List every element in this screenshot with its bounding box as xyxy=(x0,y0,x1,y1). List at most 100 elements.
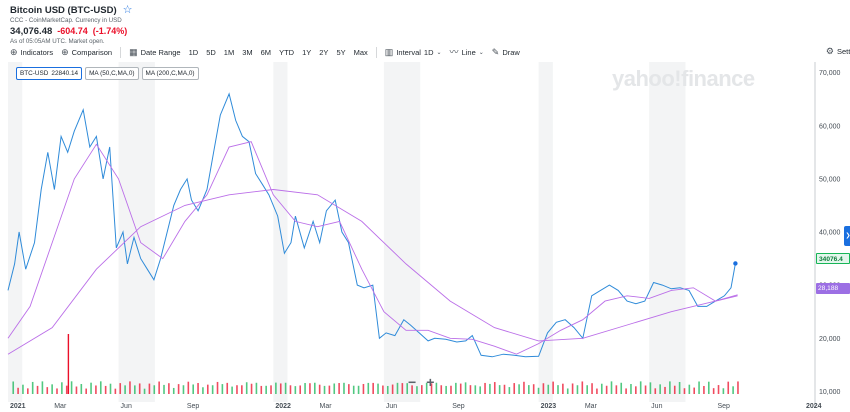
volume-bar xyxy=(664,386,666,394)
range-1d[interactable]: 1D xyxy=(188,48,199,57)
range-6m[interactable]: 6M xyxy=(260,48,272,57)
volume-bar xyxy=(309,383,311,394)
volume-bar xyxy=(241,385,243,394)
volume-bar xyxy=(493,382,496,394)
settings-button[interactable]: ⚙ Setti xyxy=(822,46,850,57)
y-tick-label: 20,000 xyxy=(819,336,841,343)
legend-ma50[interactable]: MA (50,C,MA,0) xyxy=(85,67,139,80)
volume-bar xyxy=(129,381,131,394)
toolbar-divider xyxy=(120,47,122,58)
quote-source: CCC - CoinMarketCap. Currency in USD xyxy=(10,17,122,24)
zoom-controls: − + xyxy=(408,374,434,390)
range-max[interactable]: Max xyxy=(353,48,368,57)
volume-bar xyxy=(600,383,603,394)
interval-value: 1D xyxy=(423,48,434,57)
volume-bar xyxy=(177,384,180,394)
volume-bar xyxy=(343,382,345,394)
chart-legend: BTC-USD 22840.14 MA (50,C,MA,0) MA (200,… xyxy=(16,67,199,80)
volume-bar xyxy=(503,384,506,394)
volume-bar xyxy=(625,388,627,394)
volume-bar xyxy=(51,384,53,394)
toolbar-divider xyxy=(375,47,377,58)
volume-bar xyxy=(630,384,632,394)
volume-bar xyxy=(294,386,297,394)
volume-bar xyxy=(596,388,598,394)
volume-bar xyxy=(416,386,418,394)
legend-ma200[interactable]: MA (200,C,MA,0) xyxy=(141,67,199,80)
range-5y[interactable]: 5Y xyxy=(336,48,346,57)
volume-bar xyxy=(124,385,126,394)
volume-bar xyxy=(80,384,83,394)
volume-bar xyxy=(421,385,423,394)
time-band xyxy=(538,62,553,402)
volume-bar xyxy=(36,385,39,394)
volume-bar xyxy=(474,385,477,394)
legend-btc-usd[interactable]: BTC-USD 22840.14 xyxy=(16,67,83,80)
chart-type-dropdown[interactable]: 〰 Line ⌄ xyxy=(446,48,488,58)
range-5d[interactable]: 5D xyxy=(206,48,216,57)
volume-bar xyxy=(65,385,68,394)
range-3m[interactable]: 3M xyxy=(242,48,253,57)
expand-panel-tab[interactable]: ❯ xyxy=(844,226,850,246)
volume-bar xyxy=(469,385,472,394)
volume-bar xyxy=(430,383,433,394)
range-2y[interactable]: 2Y xyxy=(319,48,329,57)
volume-bar xyxy=(557,385,559,394)
volume-bar xyxy=(547,384,550,394)
volume-bar xyxy=(46,387,49,394)
volume-bar xyxy=(328,385,331,394)
range-1y[interactable]: 1Y xyxy=(302,48,312,57)
volume-bar xyxy=(56,388,58,394)
gear-icon: ⚙ xyxy=(825,46,834,56)
pencil-icon: ✎ xyxy=(491,47,500,57)
volume-bar xyxy=(153,385,156,394)
volume-bar xyxy=(620,382,623,394)
time-band xyxy=(383,62,421,402)
zoom-in-icon[interactable]: + xyxy=(426,374,435,390)
volume-bar xyxy=(654,388,657,394)
range-ytd[interactable]: YTD xyxy=(279,48,295,57)
volume-bar xyxy=(182,385,185,394)
y-tick-label: 10,000 xyxy=(819,389,841,396)
volume-bar xyxy=(236,385,238,394)
volume-bar xyxy=(673,385,676,394)
volume-bar xyxy=(245,382,248,394)
yahoo-finance-watermark: yahoo!finance xyxy=(612,66,755,91)
volume-bar xyxy=(255,382,258,394)
volume-bar xyxy=(279,383,282,394)
volume-bar xyxy=(635,386,637,394)
volume-bar xyxy=(352,385,355,394)
volume-bar xyxy=(226,382,229,394)
volume-bar xyxy=(270,385,272,394)
draw-button[interactable]: ✎ Draw xyxy=(488,47,524,58)
volume-bar xyxy=(250,383,253,394)
volume-bar xyxy=(382,385,384,394)
zoom-out-icon[interactable]: − xyxy=(408,374,417,390)
interval-icon: ▥ xyxy=(384,47,394,57)
date-range-button[interactable]: ▦ Date Range xyxy=(125,48,185,58)
comparison-button[interactable]: ⊕ Comparison xyxy=(57,48,116,58)
star-icon[interactable]: ☆ xyxy=(122,3,133,16)
ma-tag: 28,188 xyxy=(816,283,850,294)
volume-bar xyxy=(537,387,540,394)
volume-bar xyxy=(31,381,34,394)
volume-bar xyxy=(348,384,350,394)
volume-bar xyxy=(523,381,525,394)
volume-bar xyxy=(683,388,686,394)
volume-bar xyxy=(532,384,535,394)
volume-bar xyxy=(591,383,593,394)
volume-bar xyxy=(552,381,554,394)
volume-bar xyxy=(562,383,564,394)
chevron-down-icon: ⌄ xyxy=(478,49,484,56)
volume-bar xyxy=(639,381,642,394)
volume-bar xyxy=(216,381,219,394)
ma200-line xyxy=(7,189,738,355)
price-chart[interactable]: 70,00060,00050,00040,00030,00020,00010,0… xyxy=(0,62,850,412)
volume-bar xyxy=(528,385,530,394)
y-tick-label: 40,000 xyxy=(819,230,841,237)
x-tick-label: Sep xyxy=(718,403,731,410)
interval-dropdown[interactable]: ▥ Interval 1D ⌄ xyxy=(381,47,446,58)
range-1m[interactable]: 1M xyxy=(223,48,235,57)
indicators-button[interactable]: ⊕ Indicators xyxy=(6,48,57,58)
volume-bar xyxy=(362,383,365,394)
